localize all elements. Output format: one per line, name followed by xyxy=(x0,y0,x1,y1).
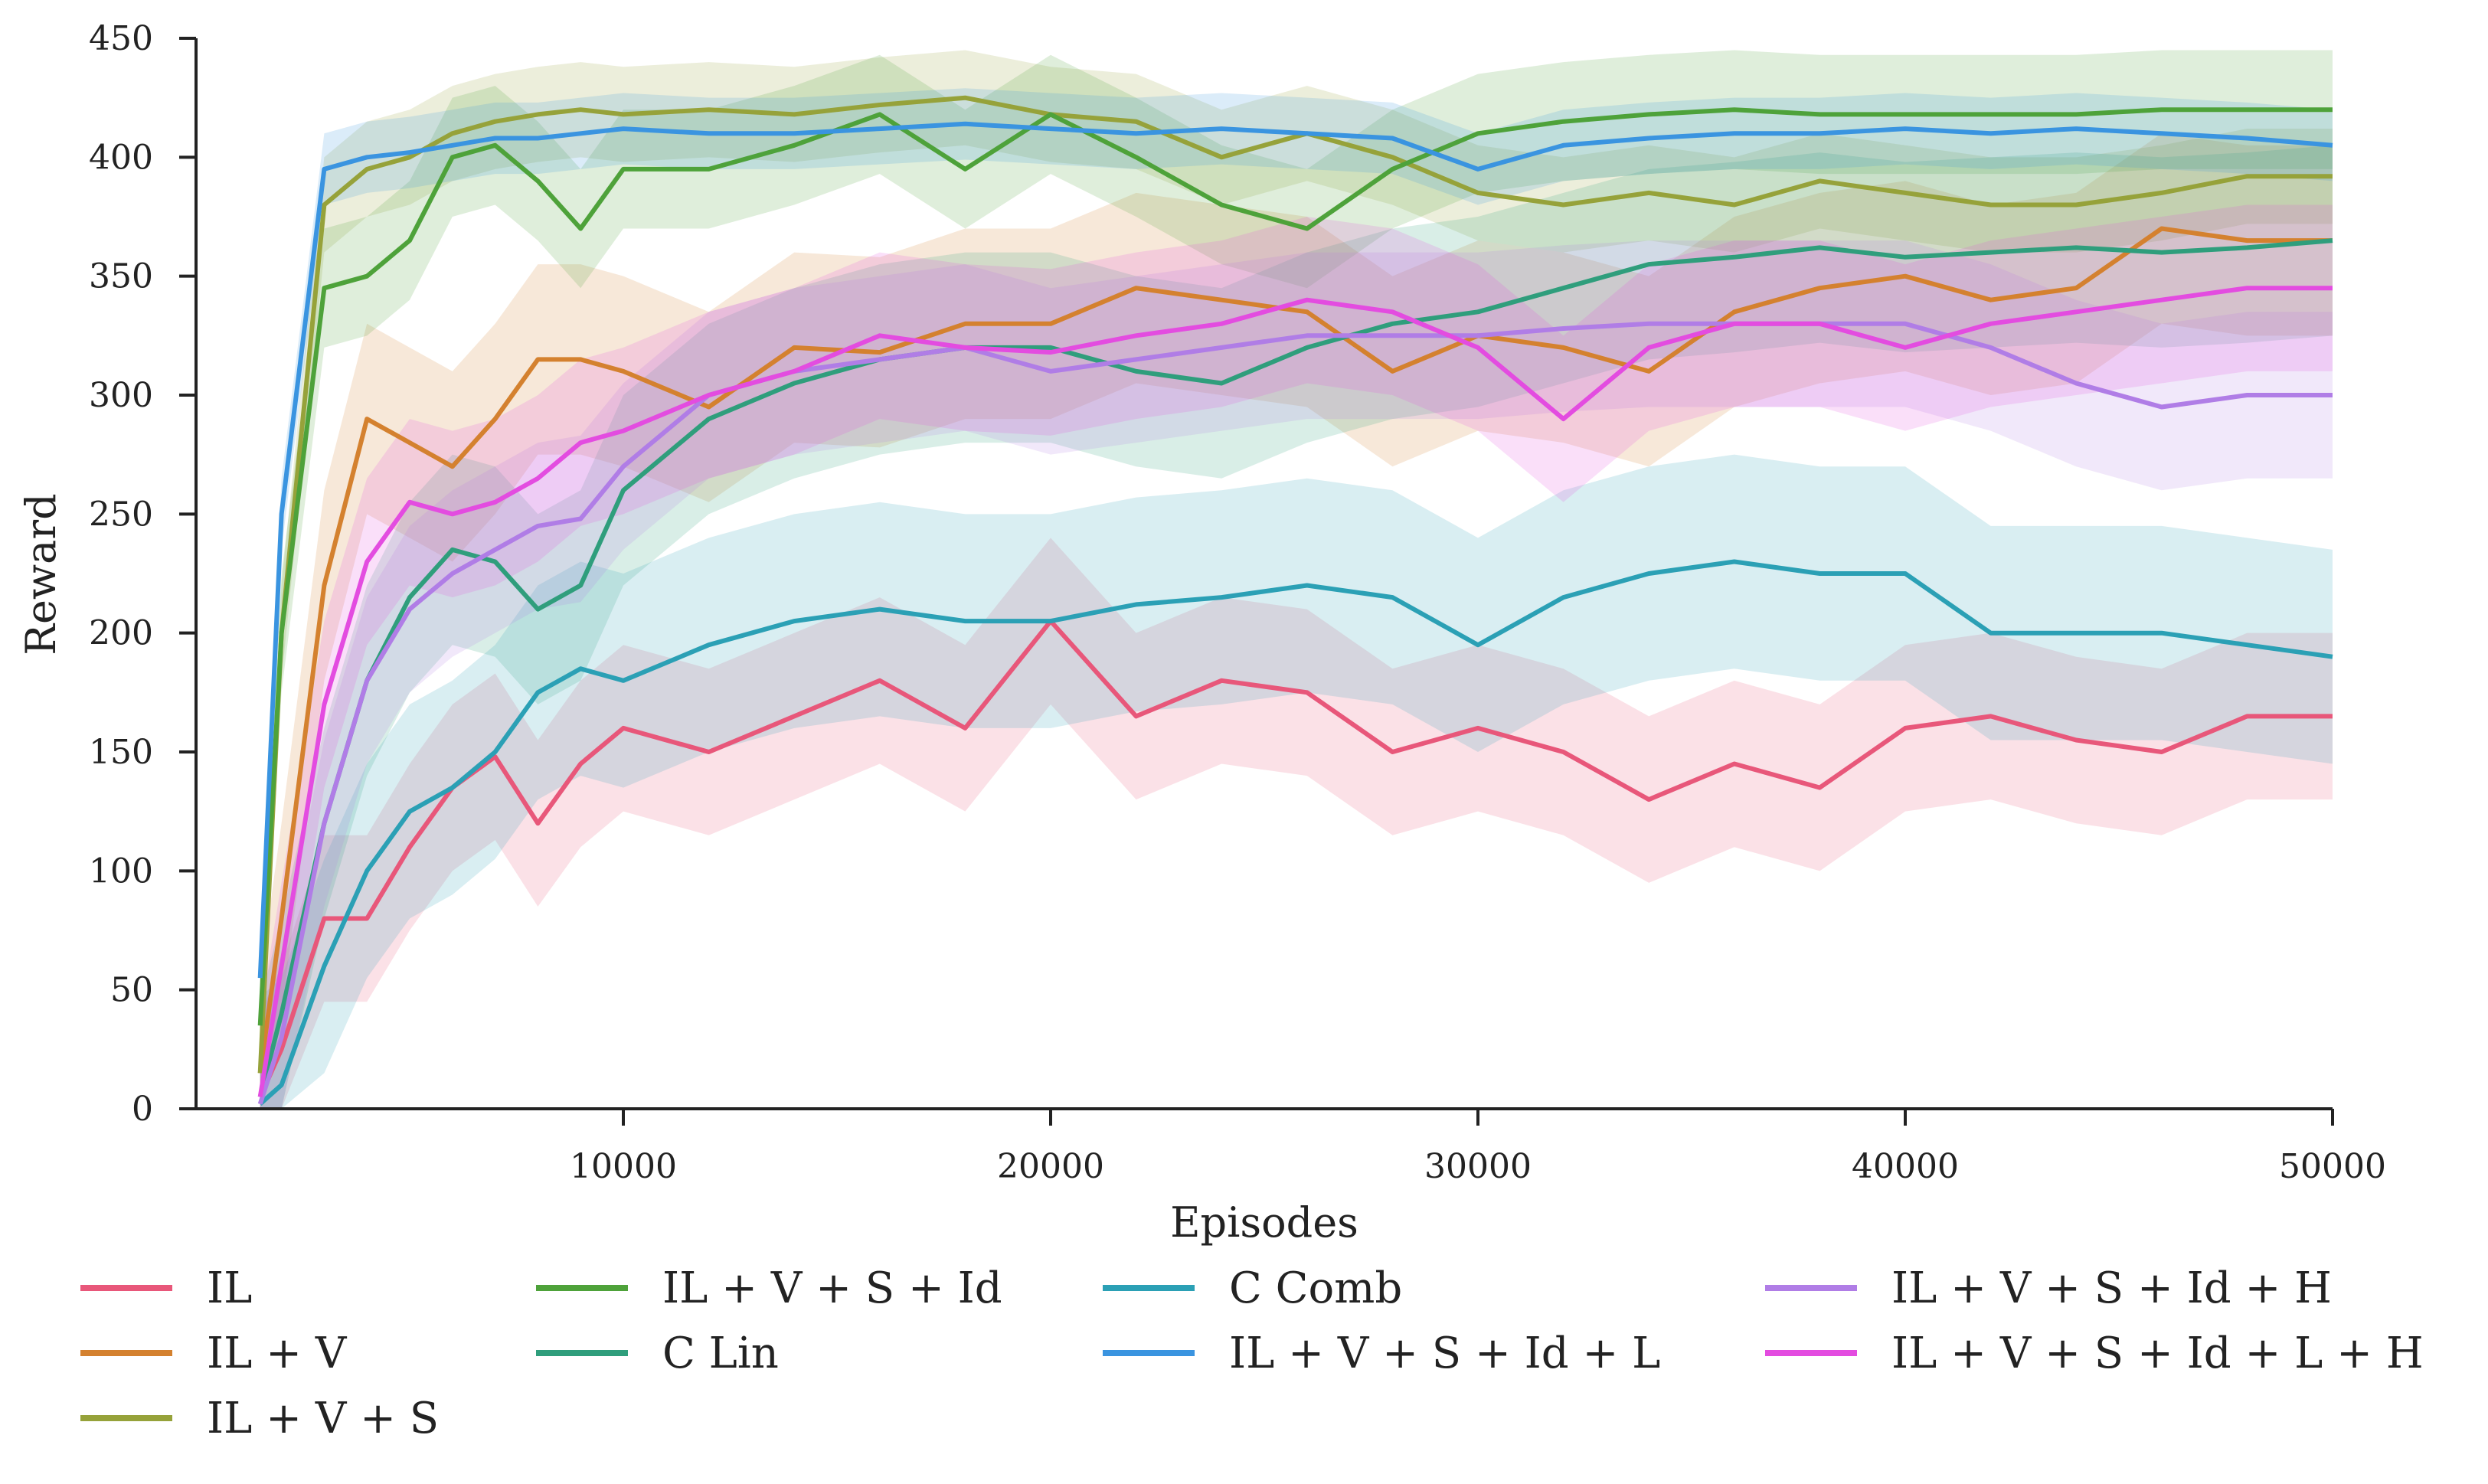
series-line-5 xyxy=(258,559,2333,1106)
legend-item: C Comb xyxy=(1103,1263,1402,1313)
legend-label: IL + V + S + Id xyxy=(662,1263,1002,1313)
legend-item: C Lin xyxy=(536,1329,779,1378)
series-band-0 xyxy=(260,538,2333,1109)
series-band-5 xyxy=(260,454,2333,1109)
series-line-1 xyxy=(257,226,2333,1074)
x-tick-label: 50000 xyxy=(2279,1147,2386,1186)
legend-item: IL + V + S + Id + L xyxy=(1103,1329,1660,1378)
x-tick-label: 30000 xyxy=(1424,1147,1532,1186)
legend-label: IL + V xyxy=(207,1329,348,1378)
y-tick-label: 50 xyxy=(110,971,153,1010)
series-line-0 xyxy=(257,619,2333,1098)
legend-label: IL + V + S + Id + L xyxy=(1229,1329,1660,1378)
y-tick-label: 350 xyxy=(89,257,153,296)
series-line-7 xyxy=(257,321,2333,1105)
series-line-3 xyxy=(257,107,2333,1026)
y-tick-label: 200 xyxy=(89,614,153,653)
legend-item: IL xyxy=(80,1263,252,1313)
series-line-4 xyxy=(257,238,2333,1098)
y-tick-label: 250 xyxy=(89,495,153,534)
legend: IL IL + V IL + V + S IL + V + S + Id C Lin C … xyxy=(80,1263,2424,1443)
series-line-2 xyxy=(257,95,2333,1074)
legend-label: C Lin xyxy=(662,1329,779,1378)
x-tick-label: 20000 xyxy=(997,1147,1104,1186)
y-tick-label: 100 xyxy=(89,852,153,891)
y-tick-label: 150 xyxy=(89,733,153,772)
series-band-2 xyxy=(260,50,2333,1110)
y-tick-label: 300 xyxy=(89,376,153,415)
axes xyxy=(195,38,2333,1110)
legend-item: IL + V + S + Id xyxy=(536,1263,1002,1313)
x-tick-label: 40000 xyxy=(1852,1147,1959,1186)
legend-label: IL xyxy=(207,1263,252,1313)
legend-label: IL + V + S xyxy=(207,1394,439,1443)
y-axis-label: Reward xyxy=(17,493,65,655)
series-band-7 xyxy=(260,240,2333,1110)
y-tick-label: 400 xyxy=(89,138,153,177)
legend-label: C Comb xyxy=(1229,1263,1402,1313)
series-band-4 xyxy=(260,145,2333,1109)
legend-item: IL + V xyxy=(80,1329,348,1378)
y-ticks: 0 50 100 150 200 250 300 350 400 450 xyxy=(89,19,196,1129)
series-line-8 xyxy=(257,286,2333,1097)
x-tick-label: 10000 xyxy=(570,1147,677,1186)
y-tick-label: 450 xyxy=(89,19,153,58)
series-band-8 xyxy=(260,204,2333,1109)
legend-item: IL + V + S + Id + L + H xyxy=(1765,1329,2424,1378)
x-ticks: 10000 20000 30000 40000 50000 xyxy=(570,1109,2386,1186)
legend-label: IL + V + S + Id + H xyxy=(1891,1263,2332,1313)
confidence-bands xyxy=(260,50,2333,1110)
x-axis-label: Episodes xyxy=(1170,1198,1358,1247)
legend-item: IL + V + S xyxy=(80,1394,439,1443)
legend-item: IL + V + S + Id + H xyxy=(1765,1263,2332,1313)
series-line-6 xyxy=(257,121,2333,979)
series-lines xyxy=(257,95,2333,1106)
y-tick-label: 0 xyxy=(132,1090,153,1129)
legend-label: IL + V + S + Id + L + H xyxy=(1891,1329,2424,1378)
